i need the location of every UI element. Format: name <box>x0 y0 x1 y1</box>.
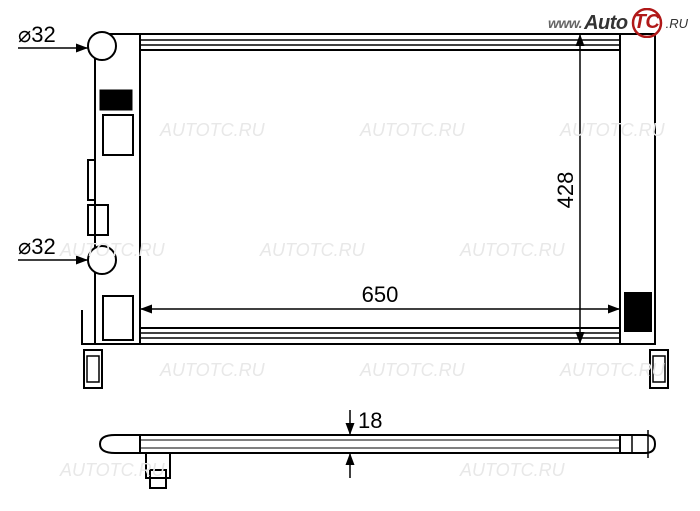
right-bracket-bottom <box>624 292 652 332</box>
logo-prefix: www. <box>548 15 582 31</box>
radiator-side-view <box>100 430 655 488</box>
port-bottom <box>88 246 116 274</box>
dimension-width: 650 <box>140 50 620 320</box>
thickness-value: 18 <box>358 408 382 433</box>
port1-value: ⌀32 <box>18 22 56 47</box>
dimension-height: 428 <box>553 34 580 344</box>
logo-tc: TC <box>634 11 660 34</box>
height-value: 428 <box>553 172 578 209</box>
logo-auto: Auto <box>584 12 628 35</box>
width-value: 650 <box>362 282 399 307</box>
port2-value: ⌀32 <box>18 234 56 259</box>
logo-ru: .RU <box>666 16 688 31</box>
port-top <box>88 32 116 60</box>
left-bracket-top <box>100 90 132 110</box>
port-label-bottom: ⌀32 <box>18 234 88 260</box>
dimension-thickness: 18 <box>330 408 395 478</box>
technical-drawing: 650 428 ⌀32 ⌀32 18 <box>0 0 700 511</box>
site-logo: www. Auto TC .RU <box>548 8 688 38</box>
port-label-top: ⌀32 <box>18 22 88 48</box>
